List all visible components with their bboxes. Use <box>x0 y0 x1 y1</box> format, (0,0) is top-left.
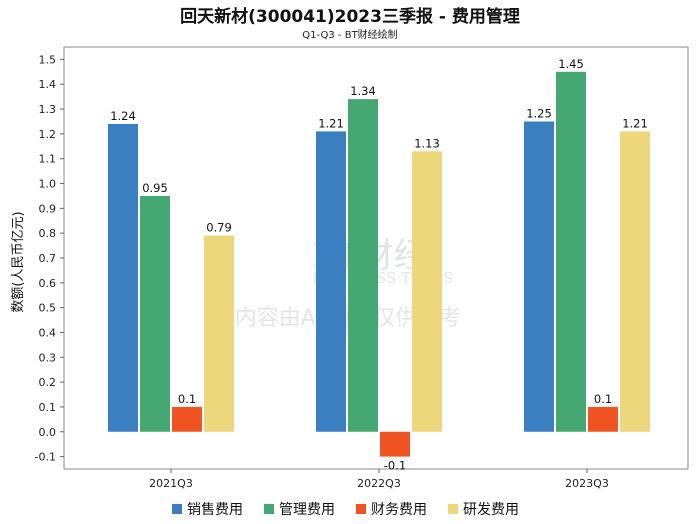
bar <box>412 151 442 432</box>
legend: 销售费用 管理费用 财务费用 研发费用 <box>172 502 519 518</box>
bar <box>556 71 586 432</box>
y-tick-label: 1.4 <box>39 78 57 91</box>
y-tick-label: 0.6 <box>39 277 57 290</box>
x-axis: 2021Q3 2022Q3 2023Q3 <box>149 469 609 490</box>
bar <box>140 195 170 432</box>
legend-label: 研发费用 <box>463 502 519 518</box>
legend-label: 销售费用 <box>187 502 243 518</box>
data-label: 1.21 <box>318 116 344 130</box>
y-tick-label: 1.1 <box>39 153 57 166</box>
y-tick-label: 1.5 <box>39 53 57 66</box>
y-tick-label: 0.3 <box>39 351 57 364</box>
data-label: 0.1 <box>178 392 196 406</box>
data-label: 1.25 <box>526 106 552 120</box>
y-axis: -0.1 0.0 0.1 0.2 0.3 0.4 0.5 0.6 0.7 0.8 0.9 1.0 1.1… <box>35 53 64 464</box>
x-tick-label: 2022Q3 <box>357 477 401 490</box>
y-tick-label: 0.4 <box>39 326 57 339</box>
data-label: -0.1 <box>384 459 406 473</box>
data-label: 1.45 <box>558 57 584 71</box>
bar <box>204 235 234 432</box>
bar <box>348 99 378 432</box>
y-tick-label: 0.0 <box>39 426 57 439</box>
bar <box>524 121 554 432</box>
bar <box>380 431 410 457</box>
bar <box>316 131 346 432</box>
y-tick-label: 1.3 <box>39 103 57 116</box>
data-label: 0.79 <box>206 221 232 235</box>
data-label: 0.1 <box>594 392 612 406</box>
data-label: 1.13 <box>414 136 440 150</box>
bars: 1.24 0.95 0.1 0.79 1.21 1.34 -0.1 1.13 1.25 1.45 0… <box>108 57 650 473</box>
bar <box>620 131 650 432</box>
y-axis-label: 数额(人民币亿元) <box>11 211 26 312</box>
legend-swatch <box>264 504 274 514</box>
legend-swatch <box>448 504 458 514</box>
y-tick-label: 0.1 <box>39 401 57 414</box>
y-tick-label: 1.0 <box>39 178 57 191</box>
bar <box>172 406 202 432</box>
y-tick-label: 0.2 <box>39 376 57 389</box>
y-tick-label: 0.7 <box>39 252 57 265</box>
x-tick-label: 2021Q3 <box>149 477 193 490</box>
y-tick-label: 0.9 <box>39 202 57 215</box>
legend-label: 管理费用 <box>279 502 335 518</box>
x-tick-label: 2023Q3 <box>565 477 609 490</box>
bar <box>108 123 138 432</box>
y-tick-label: 1.2 <box>39 128 57 141</box>
y-tick-label: -0.1 <box>35 451 56 464</box>
data-label: 1.34 <box>350 84 376 98</box>
legend-swatch <box>356 504 366 514</box>
y-tick-label: 0.8 <box>39 227 57 240</box>
data-label: 1.24 <box>110 109 136 123</box>
data-label: 1.21 <box>622 116 648 130</box>
chart-subtitle: Q1-Q3 - BT财经绘制 <box>302 28 397 41</box>
data-label: 0.95 <box>142 181 168 195</box>
bar <box>588 406 618 432</box>
legend-label: 财务费用 <box>371 502 427 518</box>
y-tick-label: 0.5 <box>39 302 57 315</box>
legend-swatch <box>172 504 182 514</box>
chart-title: 回天新材(300041)2023三季报 - 费用管理 <box>180 6 520 27</box>
